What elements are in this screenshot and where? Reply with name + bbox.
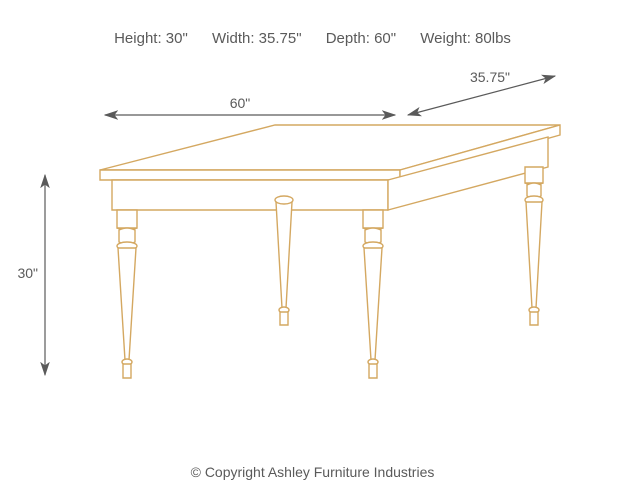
spec-width-label: Width: <box>212 30 255 47</box>
dim-label-width: 35.75" <box>470 69 510 85</box>
dim-label-height: 30" <box>17 265 38 281</box>
spec-height-value: 30" <box>166 30 188 47</box>
leg-back-left <box>275 196 293 325</box>
spec-height-label: Height: <box>114 30 162 47</box>
apron-front <box>112 180 388 210</box>
table-diagram: 60" 35.75" 30" <box>0 60 625 460</box>
leg-back-right <box>525 167 543 325</box>
spec-width: Width: 35.75" <box>212 30 306 47</box>
spec-height: Height: 30" <box>114 30 192 47</box>
spec-weight-label: Weight: <box>420 30 471 47</box>
table-top-front-edge <box>100 170 400 180</box>
spec-width-value: 35.75" <box>259 30 302 47</box>
leg-front-right <box>363 210 383 378</box>
dim-label-depth: 60" <box>230 95 251 111</box>
spec-weight-value: 80lbs <box>475 30 511 47</box>
spec-depth-value: 60" <box>374 30 396 47</box>
spec-depth-label: Depth: <box>326 30 370 47</box>
spec-depth: Depth: 60" <box>326 30 401 47</box>
leg-front-left <box>117 210 137 378</box>
spec-bar: Height: 30" Width: 35.75" Depth: 60" Wei… <box>0 30 625 47</box>
copyright-text: © Copyright Ashley Furniture Industries <box>0 464 625 480</box>
spec-weight: Weight: 80lbs <box>420 30 511 47</box>
